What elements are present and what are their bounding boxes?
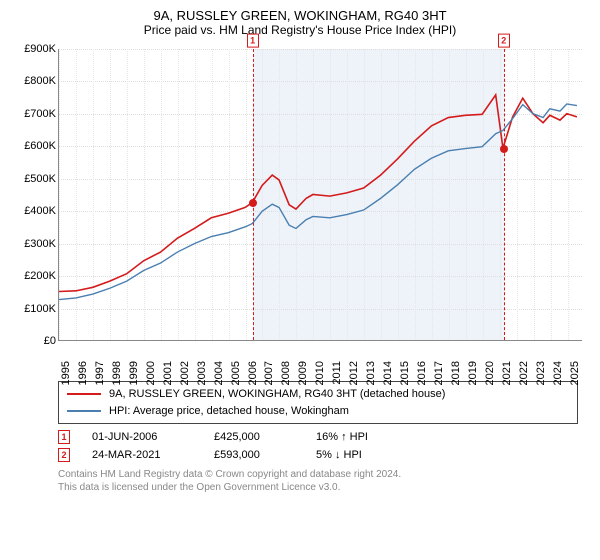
y-tick-label: £200K bbox=[12, 270, 56, 282]
x-tick-label: 2002 bbox=[179, 361, 191, 385]
x-tick-label: 2016 bbox=[416, 361, 428, 385]
sale-row: 2 24-MAR-2021 £593,000 5% ↓ HPI bbox=[58, 448, 588, 462]
y-tick-label: £300K bbox=[12, 238, 56, 250]
legend-label: 9A, RUSSLEY GREEN, WOKINGHAM, RG40 3HT (… bbox=[109, 386, 445, 403]
marker-line bbox=[504, 49, 505, 340]
sale-marker-1: 1 bbox=[247, 34, 259, 48]
sale-marker-2: 2 bbox=[498, 34, 510, 48]
x-tick-label: 2015 bbox=[399, 361, 411, 385]
sale-delta: 16% ↑ HPI bbox=[316, 431, 406, 443]
x-tick-label: 2001 bbox=[162, 361, 174, 385]
x-tick-label: 1996 bbox=[77, 361, 89, 385]
x-tick-label: 2008 bbox=[280, 361, 292, 385]
y-tick-label: £0 bbox=[12, 335, 56, 347]
sale-delta: 5% ↓ HPI bbox=[316, 449, 406, 461]
x-tick-label: 1995 bbox=[60, 361, 72, 385]
sale-dot-1 bbox=[249, 199, 257, 207]
x-tick-label: 2011 bbox=[331, 361, 343, 385]
legend-row: 9A, RUSSLEY GREEN, WOKINGHAM, RG40 3HT (… bbox=[67, 386, 569, 403]
sale-date: 24-MAR-2021 bbox=[92, 449, 192, 461]
x-tick-label: 2000 bbox=[145, 361, 157, 385]
y-tick-label: £500K bbox=[12, 173, 56, 185]
x-tick-label: 2006 bbox=[247, 361, 259, 385]
x-tick-label: 2005 bbox=[230, 361, 242, 385]
series-hpi bbox=[59, 104, 577, 300]
x-tick-label: 2009 bbox=[297, 361, 309, 385]
x-tick-label: 2004 bbox=[213, 361, 225, 385]
sale-price: £593,000 bbox=[214, 449, 294, 461]
sale-row-marker: 1 bbox=[58, 430, 70, 444]
x-tick-label: 2013 bbox=[365, 361, 377, 385]
x-tick-label: 2022 bbox=[518, 361, 530, 385]
x-tick-label: 2019 bbox=[467, 361, 479, 385]
x-tick-label: 1997 bbox=[94, 361, 106, 385]
x-tick-label: 2021 bbox=[501, 361, 513, 385]
y-tick-label: £900K bbox=[12, 43, 56, 55]
y-tick-label: £600K bbox=[12, 140, 56, 152]
legend-swatch bbox=[67, 393, 101, 395]
legend-label: HPI: Average price, detached house, Woki… bbox=[109, 403, 349, 420]
y-tick-label: £800K bbox=[12, 75, 56, 87]
y-tick-label: £400K bbox=[12, 205, 56, 217]
chart: £0 £100K £200K £300K £400K £500K £600K £700K £80… bbox=[12, 43, 588, 373]
y-tick-label: £700K bbox=[12, 108, 56, 120]
sale-dot-2 bbox=[500, 145, 508, 153]
x-tick-label: 2025 bbox=[569, 361, 581, 385]
attribution-line: Contains HM Land Registry data © Crown c… bbox=[58, 468, 588, 481]
sale-date: 01-JUN-2006 bbox=[92, 431, 192, 443]
sales-table: 1 01-JUN-2006 £425,000 16% ↑ HPI 2 24-MAR-202… bbox=[58, 430, 588, 462]
sale-price: £425,000 bbox=[214, 431, 294, 443]
marker-line bbox=[253, 49, 254, 340]
x-tick-label: 2007 bbox=[263, 361, 275, 385]
sale-row-marker: 2 bbox=[58, 448, 70, 462]
attribution: Contains HM Land Registry data © Crown c… bbox=[58, 468, 588, 494]
x-tick-label: 2017 bbox=[433, 361, 445, 385]
sale-row: 1 01-JUN-2006 £425,000 16% ↑ HPI bbox=[58, 430, 588, 444]
x-tick-label: 2023 bbox=[535, 361, 547, 385]
x-tick-label: 1999 bbox=[128, 361, 140, 385]
legend: 9A, RUSSLEY GREEN, WOKINGHAM, RG40 3HT (… bbox=[58, 381, 578, 424]
series-price_paid bbox=[59, 95, 577, 292]
page-title: 9A, RUSSLEY GREEN, WOKINGHAM, RG40 3HT bbox=[12, 8, 588, 23]
x-tick-label: 2014 bbox=[382, 361, 394, 385]
x-tick-label: 2003 bbox=[196, 361, 208, 385]
attribution-line: This data is licensed under the Open Gov… bbox=[58, 481, 588, 494]
x-tick-label: 2018 bbox=[450, 361, 462, 385]
x-tick-label: 2012 bbox=[348, 361, 360, 385]
x-tick-label: 2010 bbox=[314, 361, 326, 385]
legend-swatch bbox=[67, 410, 101, 412]
x-tick-label: 2020 bbox=[484, 361, 496, 385]
plot-area: 12 bbox=[58, 49, 582, 341]
y-tick-label: £100K bbox=[12, 303, 56, 315]
x-tick-label: 2024 bbox=[552, 361, 564, 385]
x-tick-label: 1998 bbox=[111, 361, 123, 385]
legend-row: HPI: Average price, detached house, Woki… bbox=[67, 403, 569, 420]
